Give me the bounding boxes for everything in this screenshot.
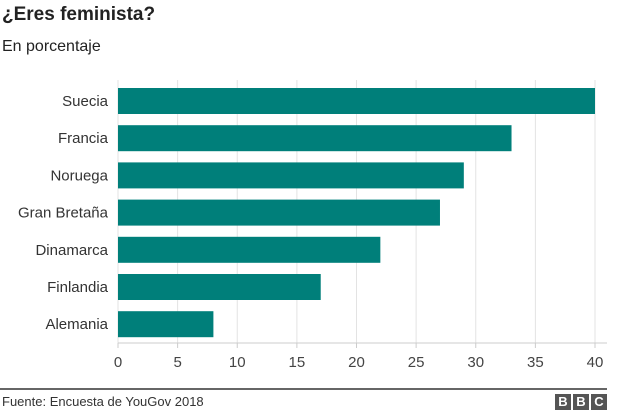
category-label: Dinamarca [35, 242, 108, 259]
category-label: Gran Bretaña [18, 205, 109, 222]
bbc-logo-letter: B [555, 394, 571, 410]
bar [118, 162, 464, 189]
bbc-logo-letter: C [591, 394, 607, 410]
category-label: Francia [58, 130, 109, 147]
bar [118, 311, 214, 338]
x-tick-label: 15 [289, 354, 306, 371]
bar [118, 125, 512, 152]
x-tick-label: 40 [587, 354, 604, 371]
bar [118, 88, 595, 114]
bar [118, 274, 321, 300]
x-tick-label: 10 [229, 354, 246, 371]
chart-title: ¿Eres feminista? [2, 4, 156, 25]
x-tick-label: 20 [348, 354, 365, 371]
category-label: Alemania [45, 316, 108, 333]
x-tick-label: 25 [408, 354, 425, 371]
footer-divider [0, 388, 607, 390]
x-tick-label: 30 [467, 354, 484, 371]
x-tick-label: 35 [527, 354, 544, 371]
bar [118, 236, 381, 263]
x-tick-label: 5 [173, 354, 181, 371]
bar [118, 199, 440, 226]
chart-subtitle: En porcentaje [2, 38, 101, 55]
category-label: Noruega [50, 167, 108, 184]
category-label: Suecia [62, 93, 109, 110]
bbc-logo-letter: B [573, 394, 589, 410]
x-tick-label: 0 [114, 354, 122, 371]
category-label: Finlandia [47, 279, 109, 296]
source-note: Fuente: Encuesta de YouGov 2018 [2, 394, 204, 409]
bbc-logo: B B C [555, 394, 607, 410]
